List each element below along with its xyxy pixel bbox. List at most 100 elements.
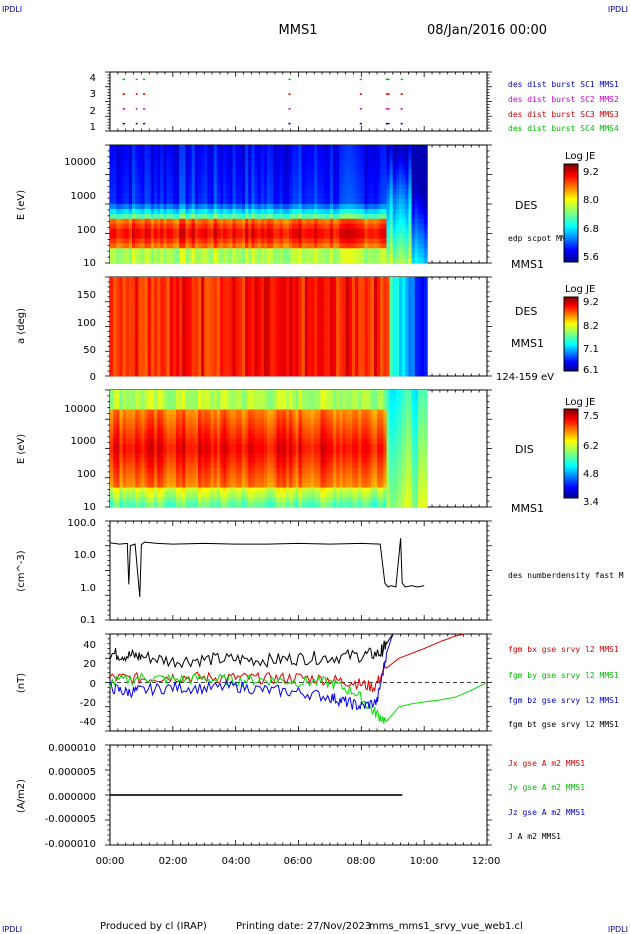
spectrogram-cell [144, 343, 149, 348]
spectrogram-cell [317, 145, 321, 151]
spectrogram-cell [110, 213, 114, 220]
spectrogram-cell [128, 359, 133, 365]
spectrogram-cell [289, 334, 293, 340]
spectrogram-cell [223, 169, 227, 175]
spectrogram-cell [166, 310, 171, 315]
spectrogram-cell [213, 314, 218, 319]
spectrogram-cell [210, 179, 215, 185]
spectrogram-cell [373, 164, 378, 170]
spectrogram-cell [166, 338, 171, 344]
spectrogram-cell [125, 164, 130, 170]
spectrogram-cell [273, 347, 277, 352]
spectrogram-cell [421, 223, 425, 229]
spectrogram-cell [289, 318, 293, 323]
spectrogram-cell [267, 322, 271, 327]
spectrogram-cell [248, 322, 252, 327]
spectrogram-cell [263, 330, 268, 336]
spectrogram-cell [285, 174, 290, 180]
spectrogram-cell [408, 189, 412, 195]
spectrogram-cell [333, 174, 337, 180]
spectrogram-cell [270, 310, 274, 315]
spectrogram-cell [210, 371, 215, 377]
spectrogram-cell [122, 159, 127, 166]
spectrogram-cell [333, 164, 337, 170]
spectrogram-cell [245, 189, 249, 195]
spectrogram-cell [119, 351, 123, 356]
spectrogram-cell [323, 174, 328, 180]
spectrogram-cell [175, 305, 180, 311]
spectrogram-cell [248, 258, 252, 264]
spectrogram-cell [216, 174, 221, 180]
spectrogram-cell [122, 326, 127, 332]
spectrogram-cell [342, 208, 347, 215]
spectrogram-cell [282, 359, 287, 365]
spectrogram-cell [147, 351, 152, 356]
spectrogram-cell [135, 293, 139, 299]
spectrogram-cell [311, 238, 315, 244]
spectrogram-cell [389, 223, 394, 229]
spectrogram-cell [270, 363, 274, 369]
spectrogram-cell [364, 253, 369, 259]
spectrogram-cell [216, 204, 221, 210]
spectrogram-cell [279, 343, 284, 348]
spectrogram-cell [257, 218, 262, 225]
spectrogram-cell [135, 199, 139, 205]
spectrogram-cell [245, 199, 249, 205]
spectrogram-cell [370, 164, 375, 170]
spectrogram-cell [157, 347, 161, 352]
spectrogram-cell [411, 243, 416, 249]
spectrogram-cell [370, 169, 375, 175]
spectrogram-cell [399, 145, 403, 151]
spectrogram-cell [238, 371, 243, 377]
spectrogram-cell [175, 347, 180, 352]
spectrogram-cell [405, 174, 409, 180]
spectrogram-cell [267, 367, 271, 373]
spectrogram-cell [163, 213, 167, 220]
spectrogram-cell [169, 218, 174, 225]
spectrogram-cell [201, 145, 205, 151]
spectrogram-cell [270, 213, 274, 220]
spectrogram-cell [248, 314, 252, 319]
spectrogram-cell [172, 330, 177, 336]
spectrogram-cell [194, 277, 199, 282]
spectrogram-cell [254, 218, 259, 225]
spectrogram-cell [314, 248, 318, 254]
spectrogram-cell [270, 334, 274, 340]
spectrogram-cell [197, 154, 202, 161]
spectrogram-cell [282, 233, 287, 239]
spectrogram-cell [166, 347, 171, 352]
spectrogram-cell [355, 208, 359, 215]
spectrogram-cell [191, 330, 196, 336]
spectrogram-cell [411, 218, 416, 225]
spectrogram-cell [125, 248, 130, 254]
spectrogram-cell [248, 233, 252, 239]
spectrogram-cell [279, 297, 284, 303]
spectrogram-cell [289, 363, 293, 369]
spectrogram-cell [361, 194, 365, 200]
spectrogram-cell [386, 248, 391, 254]
spectrogram-cell [182, 243, 186, 249]
spectrogram-cell [182, 228, 186, 234]
spectrogram-cell [251, 199, 255, 205]
spectrogram-cell [113, 318, 117, 323]
spectrogram-cell [191, 314, 196, 319]
spectrogram-cell [207, 285, 211, 290]
spectrogram-cell [122, 301, 127, 307]
spectrogram-cell [157, 169, 161, 175]
spectrogram-cell [201, 169, 205, 175]
spectrogram-cell [113, 179, 117, 185]
spectrogram-cell [207, 145, 211, 151]
spectrogram-cell [125, 359, 130, 365]
spectrogram-cell [370, 179, 375, 185]
spectrogram-cell [238, 238, 243, 244]
spectrogram-cell [421, 248, 425, 254]
spectrogram-cell [122, 351, 127, 356]
spectrogram-cell [292, 169, 296, 175]
spectrogram-cell [311, 164, 315, 170]
spectrogram-cell [329, 248, 334, 254]
spectrogram-cell [254, 318, 259, 323]
spectrogram-cell [329, 243, 334, 249]
spectrogram-cell [116, 285, 120, 290]
spectrogram-cell [282, 159, 287, 166]
spectrogram-cell [304, 281, 309, 286]
